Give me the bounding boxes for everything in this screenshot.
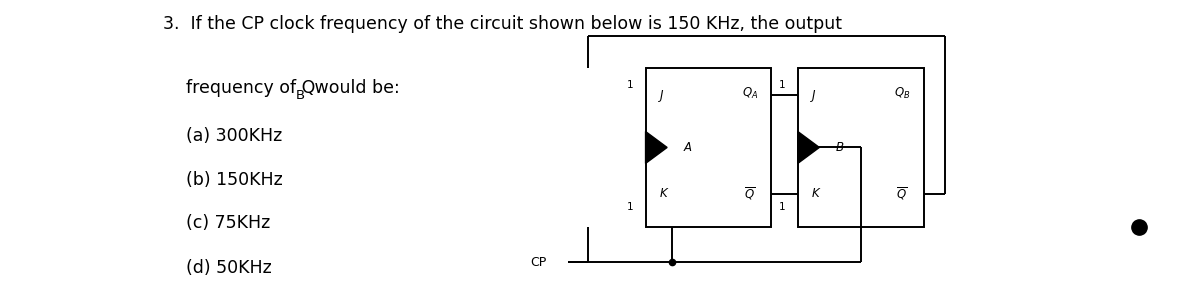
Text: 1: 1 [626, 80, 634, 90]
Text: $\overline{Q}$: $\overline{Q}$ [744, 186, 756, 202]
Polygon shape [646, 131, 667, 164]
Text: frequency of Q: frequency of Q [186, 79, 316, 97]
Text: A: A [684, 141, 692, 154]
Text: K: K [812, 187, 820, 200]
Text: J: J [812, 89, 816, 102]
Text: 1: 1 [779, 80, 786, 90]
Polygon shape [798, 131, 820, 164]
Bar [646, 67, 772, 227]
Text: B: B [296, 89, 305, 102]
Text: $\overline{Q}$: $\overline{Q}$ [896, 186, 907, 202]
Text: 1: 1 [626, 202, 634, 212]
Text: CP: CP [530, 256, 546, 269]
Text: B: B [836, 141, 844, 154]
Text: (d) 50KHz: (d) 50KHz [186, 259, 272, 277]
Text: $Q_A$: $Q_A$ [742, 86, 758, 101]
Text: 1: 1 [779, 202, 786, 212]
Text: would be:: would be: [310, 79, 400, 97]
Text: J: J [660, 89, 664, 102]
Bar [798, 67, 924, 227]
Text: $Q_B$: $Q_B$ [894, 86, 911, 101]
Text: (a) 300KHz: (a) 300KHz [186, 127, 283, 145]
Text: (c) 75KHz: (c) 75KHz [186, 214, 271, 232]
Text: 3.  If the CP clock frequency of the circuit shown below is 150 KHz, the output: 3. If the CP clock frequency of the circ… [162, 15, 841, 33]
Text: (b) 150KHz: (b) 150KHz [186, 171, 283, 189]
Text: K: K [660, 187, 667, 200]
